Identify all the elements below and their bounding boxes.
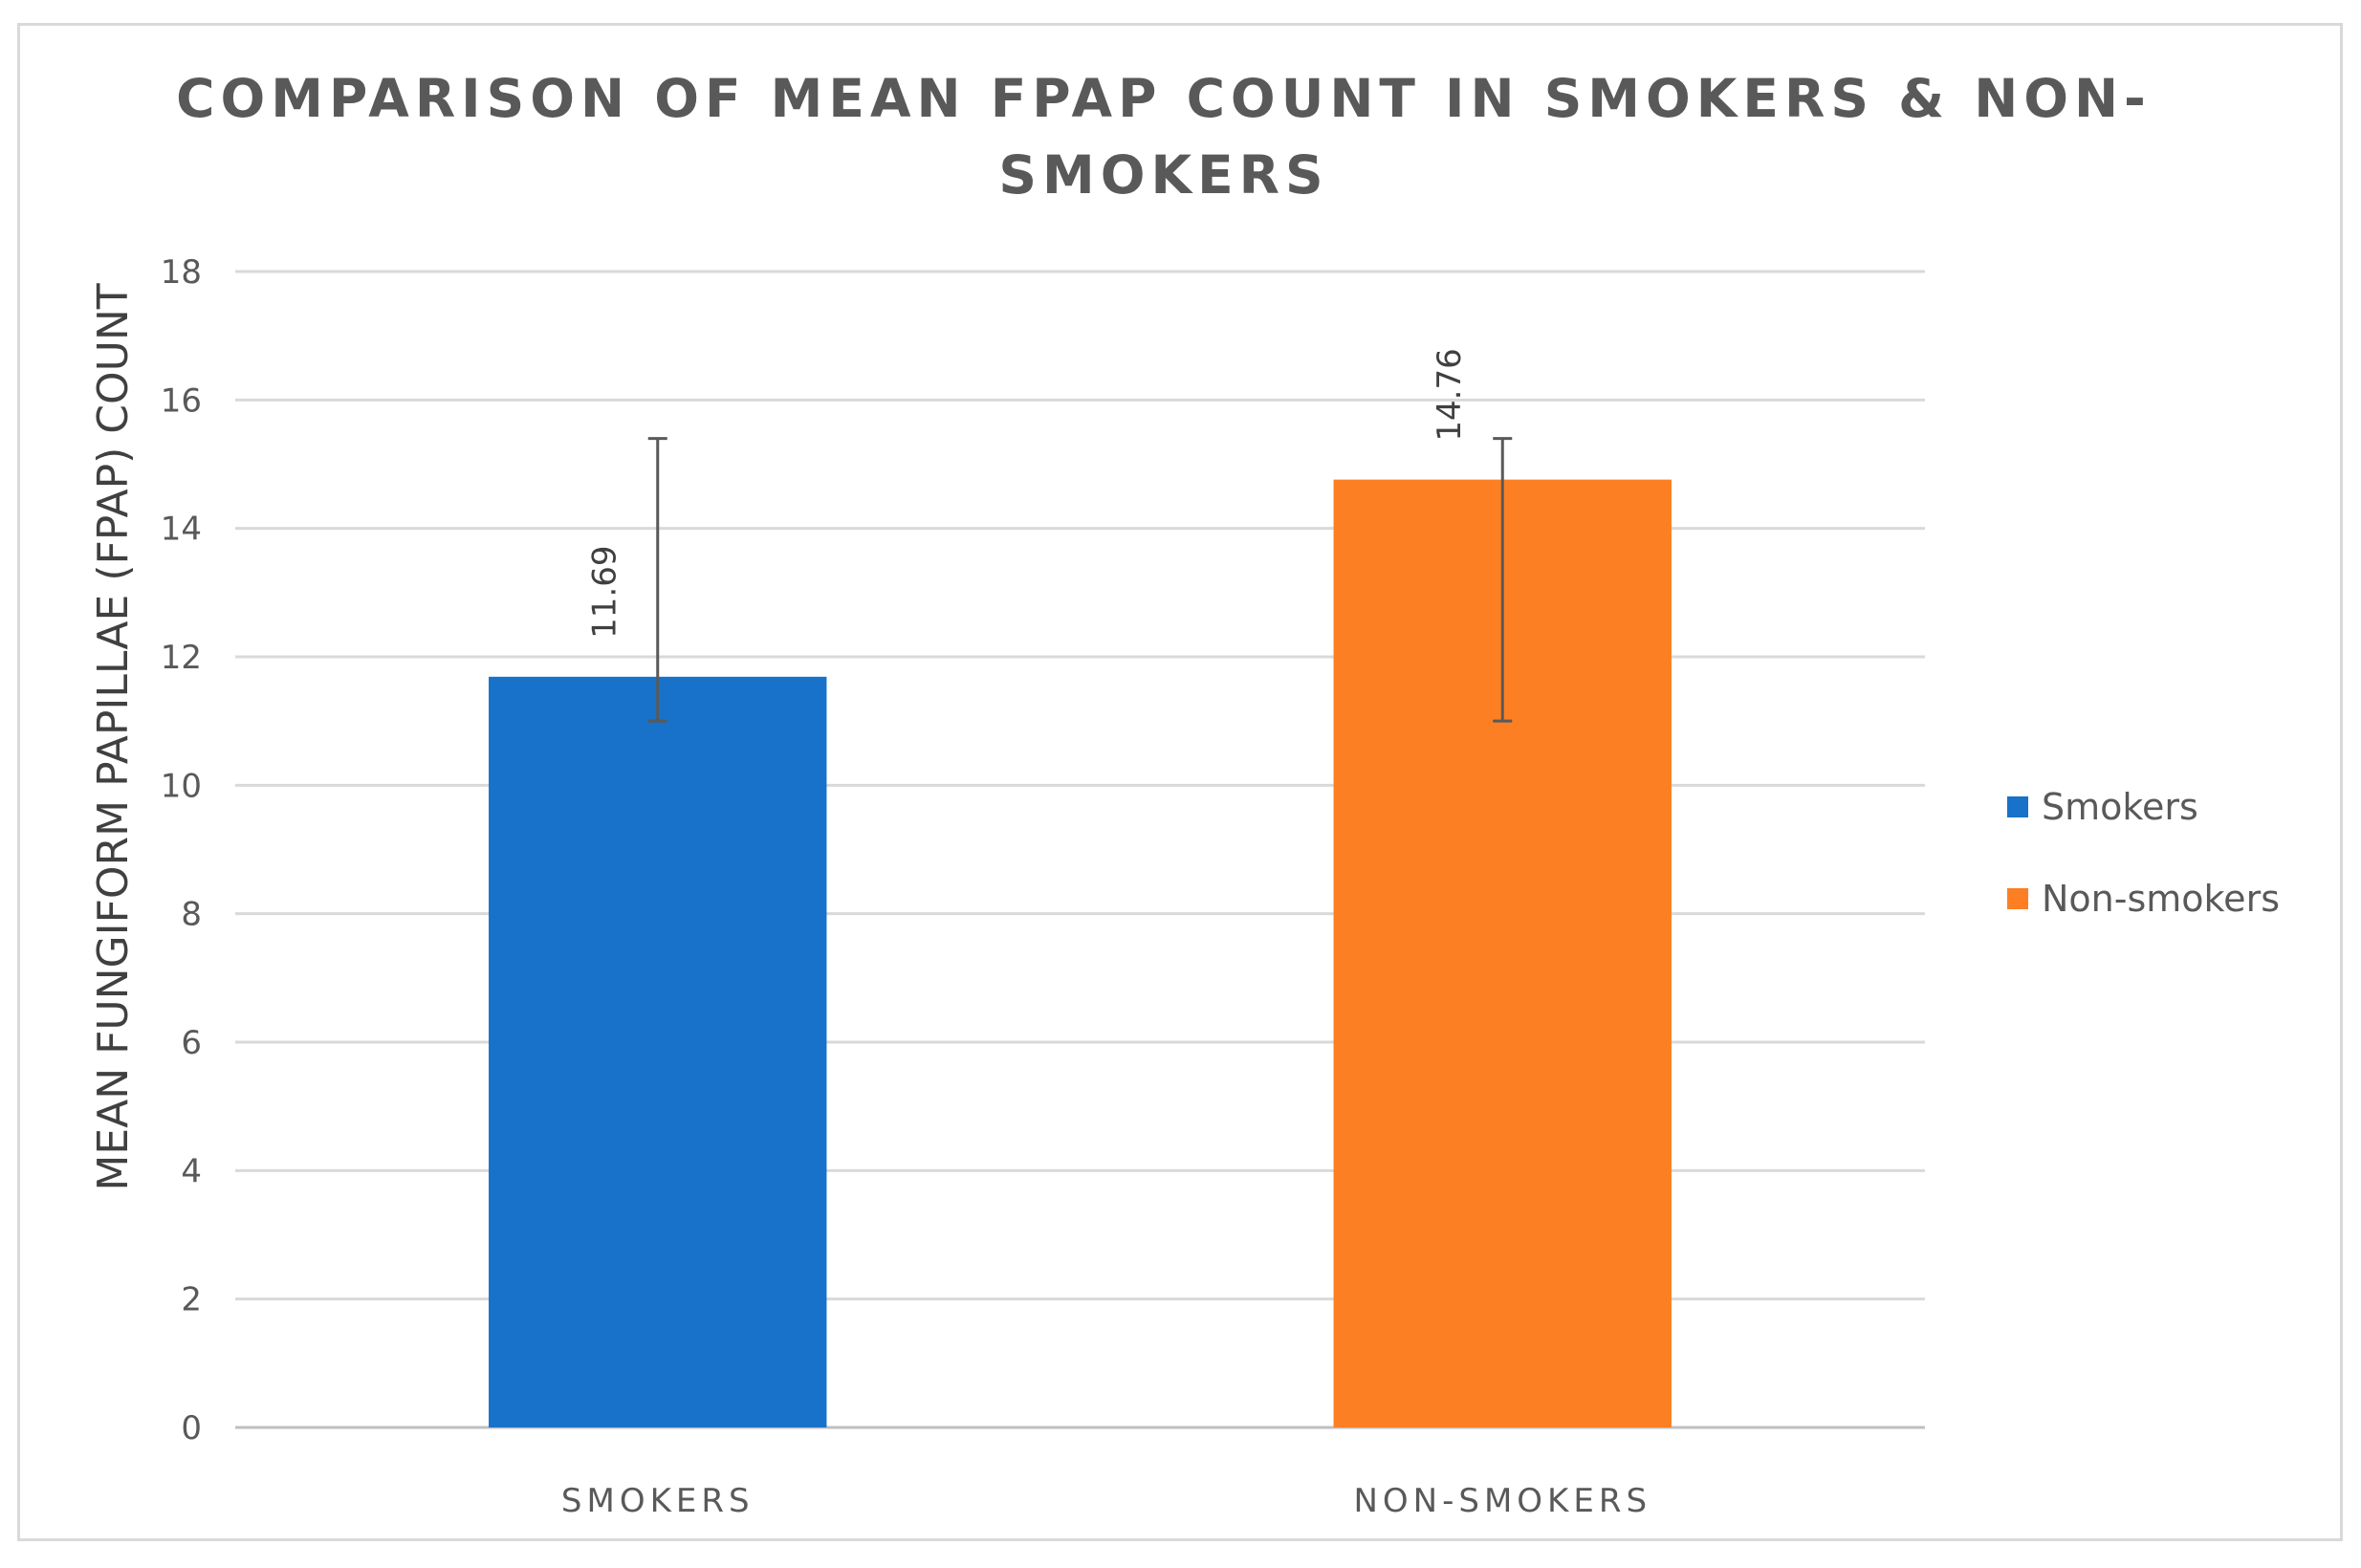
chart-title-line-2: SMOKERS	[998, 144, 1328, 206]
legend-swatch	[2007, 888, 2028, 909]
x-category-label: SMOKERS	[561, 1482, 754, 1520]
y-tick-label: 16	[161, 381, 202, 420]
y-tick-label: 18	[161, 253, 202, 292]
y-tick-label: 6	[181, 1024, 202, 1062]
y-axis-ticks: 0 2 4 6 8 10 12 14 16 18	[161, 253, 202, 1448]
error-bars	[647, 437, 1513, 723]
legend-swatch	[2007, 796, 2028, 817]
legend: Smokers Non-smokers	[2007, 786, 2280, 920]
legend-entry: Non-smokers	[2007, 878, 2280, 920]
y-axis-title: MEAN FUNGIFORM PAPILLAE (FPAP) COUNT	[89, 283, 138, 1190]
bar-smokers	[489, 676, 827, 1427]
data-label: 11.69	[586, 545, 624, 638]
y-tick-label: 4	[181, 1152, 202, 1190]
data-label: 14.76	[1431, 348, 1469, 441]
legend-label: Non-smokers	[2042, 878, 2280, 920]
y-tick-label: 14	[161, 511, 202, 549]
y-tick-label: 12	[161, 639, 202, 677]
y-tick-label: 8	[181, 896, 202, 934]
error-bar	[1493, 437, 1513, 723]
y-tick-label: 0	[181, 1409, 202, 1448]
legend-label: Smokers	[2042, 786, 2198, 828]
data-labels: 11.69 14.76	[586, 348, 1470, 639]
bars	[489, 479, 1672, 1427]
chart-frame: COMPARISON OF MEAN FPAP COUNT IN SMOKERS…	[17, 23, 2343, 1541]
x-axis-categories: SMOKERS NON-SMOKERS	[561, 1482, 1651, 1520]
error-bar	[647, 437, 667, 723]
bar-chart: COMPARISON OF MEAN FPAP COUNT IN SMOKERS…	[89, 68, 2280, 1520]
y-tick-label: 2	[181, 1281, 202, 1319]
chart-title-line-1: COMPARISON OF MEAN FPAP COUNT IN SMOKERS…	[176, 68, 2152, 129]
chart-title: COMPARISON OF MEAN FPAP COUNT IN SMOKERS…	[176, 68, 2152, 206]
legend-entry: Smokers	[2007, 786, 2198, 828]
y-tick-label: 10	[161, 767, 202, 805]
x-category-label: NON-SMOKERS	[1353, 1482, 1651, 1520]
